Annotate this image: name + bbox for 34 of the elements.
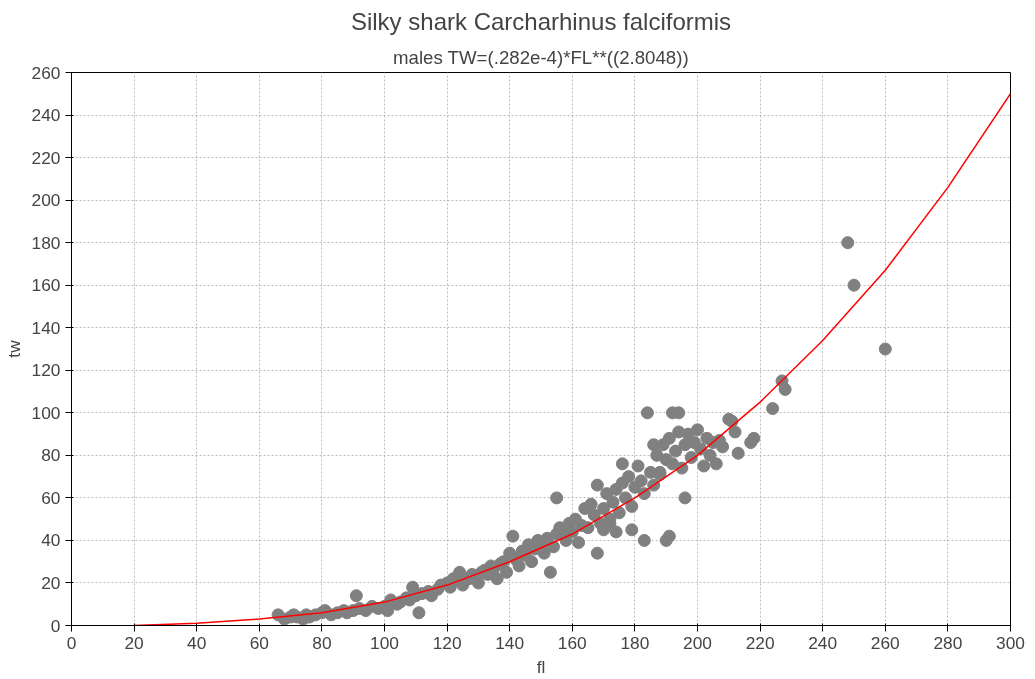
y-axis-title: tw xyxy=(3,339,24,358)
y-tick-label: 240 xyxy=(31,105,61,126)
y-tick-label: 120 xyxy=(31,360,61,381)
x-tick-label: 140 xyxy=(495,632,525,653)
y-tick-label: 140 xyxy=(31,317,61,338)
x-tick-label: 40 xyxy=(187,632,207,653)
y-tick-label: 180 xyxy=(31,232,61,253)
y-tick-label: 60 xyxy=(41,487,61,508)
x-tick-label: 200 xyxy=(683,632,712,653)
y-tick-label: 220 xyxy=(31,147,61,168)
x-tick-label: 280 xyxy=(933,632,963,653)
y-tick-label: 200 xyxy=(31,190,61,211)
y-tick-label: 20 xyxy=(41,572,61,593)
y-tick-label: 80 xyxy=(41,445,61,466)
x-tick-label: 60 xyxy=(249,632,269,653)
y-tick-label: 260 xyxy=(31,62,61,83)
x-tick-label: 260 xyxy=(870,632,900,653)
x-axis-title: fl xyxy=(536,656,546,677)
x-tick-label: 240 xyxy=(808,632,838,653)
y-tick-label: 40 xyxy=(41,530,61,551)
y-tick-label: 100 xyxy=(31,402,61,423)
x-tick-label: 100 xyxy=(370,632,399,653)
x-tick-label: 120 xyxy=(432,632,462,653)
x-tick-label: 180 xyxy=(620,632,650,653)
x-tick-label: 300 xyxy=(996,632,1025,653)
y-tick-label: 160 xyxy=(31,275,61,296)
chart-title: Silky shark Carcharhinus falciformis xyxy=(350,7,732,35)
x-tick-label: 0 xyxy=(66,632,77,653)
x-tick-label: 220 xyxy=(745,632,775,653)
y-tick-label: 0 xyxy=(50,615,61,636)
x-tick-label: 80 xyxy=(312,632,332,653)
x-tick-label: 160 xyxy=(557,632,587,653)
chart-subtitle: males TW=(.282e-4)*FL**((2.8048)) xyxy=(392,46,689,68)
x-tick-label: 20 xyxy=(124,632,144,653)
